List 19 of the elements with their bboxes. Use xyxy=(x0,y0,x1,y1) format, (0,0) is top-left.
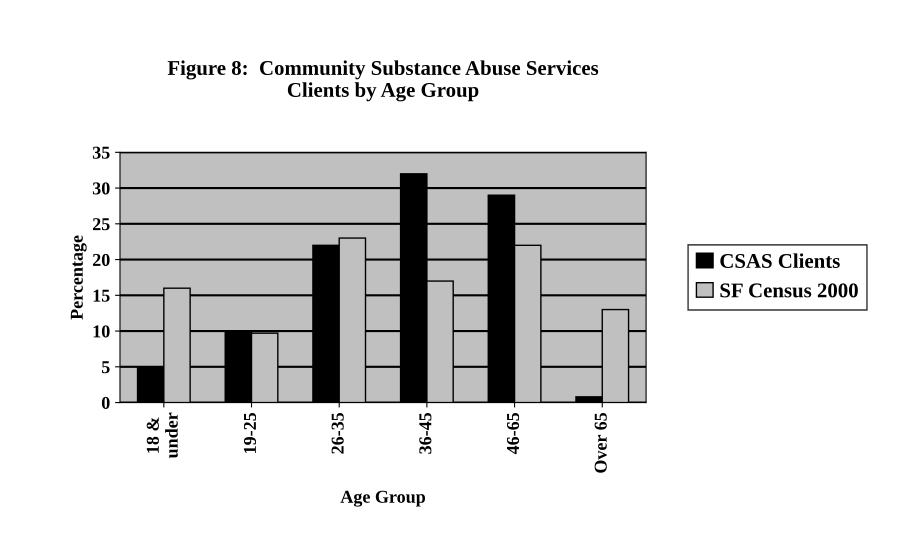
y-tick-label: 15 xyxy=(94,290,110,302)
x-tick-label: 18 & under xyxy=(146,412,178,458)
legend-label: SF Census 2000 xyxy=(720,283,858,298)
x-tick-label: Over 65 xyxy=(594,412,607,473)
legend-label: CSAS Clients xyxy=(720,253,840,268)
y-tick-label: 25 xyxy=(92,218,110,230)
x-tick-label: 46-65 xyxy=(506,412,520,454)
x-tick-label: 36-45 xyxy=(419,412,432,454)
y-tick-label: 20 xyxy=(92,254,110,266)
chart-title: Figure 8: Community Substance Abuse Services Clients by Age Group xyxy=(168,60,598,102)
y-axis-title: Percentage xyxy=(70,235,87,320)
x-tick-label: 19-25 xyxy=(244,412,256,453)
y-tick-label: 30 xyxy=(92,182,110,195)
x-tick-label: 26-35 xyxy=(332,412,344,454)
y-tick-label: 0 xyxy=(102,396,110,409)
y-tick-label: 35 xyxy=(92,146,110,159)
x-axis-title: Age Group xyxy=(340,490,426,507)
y-tick-label: 10 xyxy=(94,325,110,338)
y-tick-label: 5 xyxy=(102,361,110,374)
